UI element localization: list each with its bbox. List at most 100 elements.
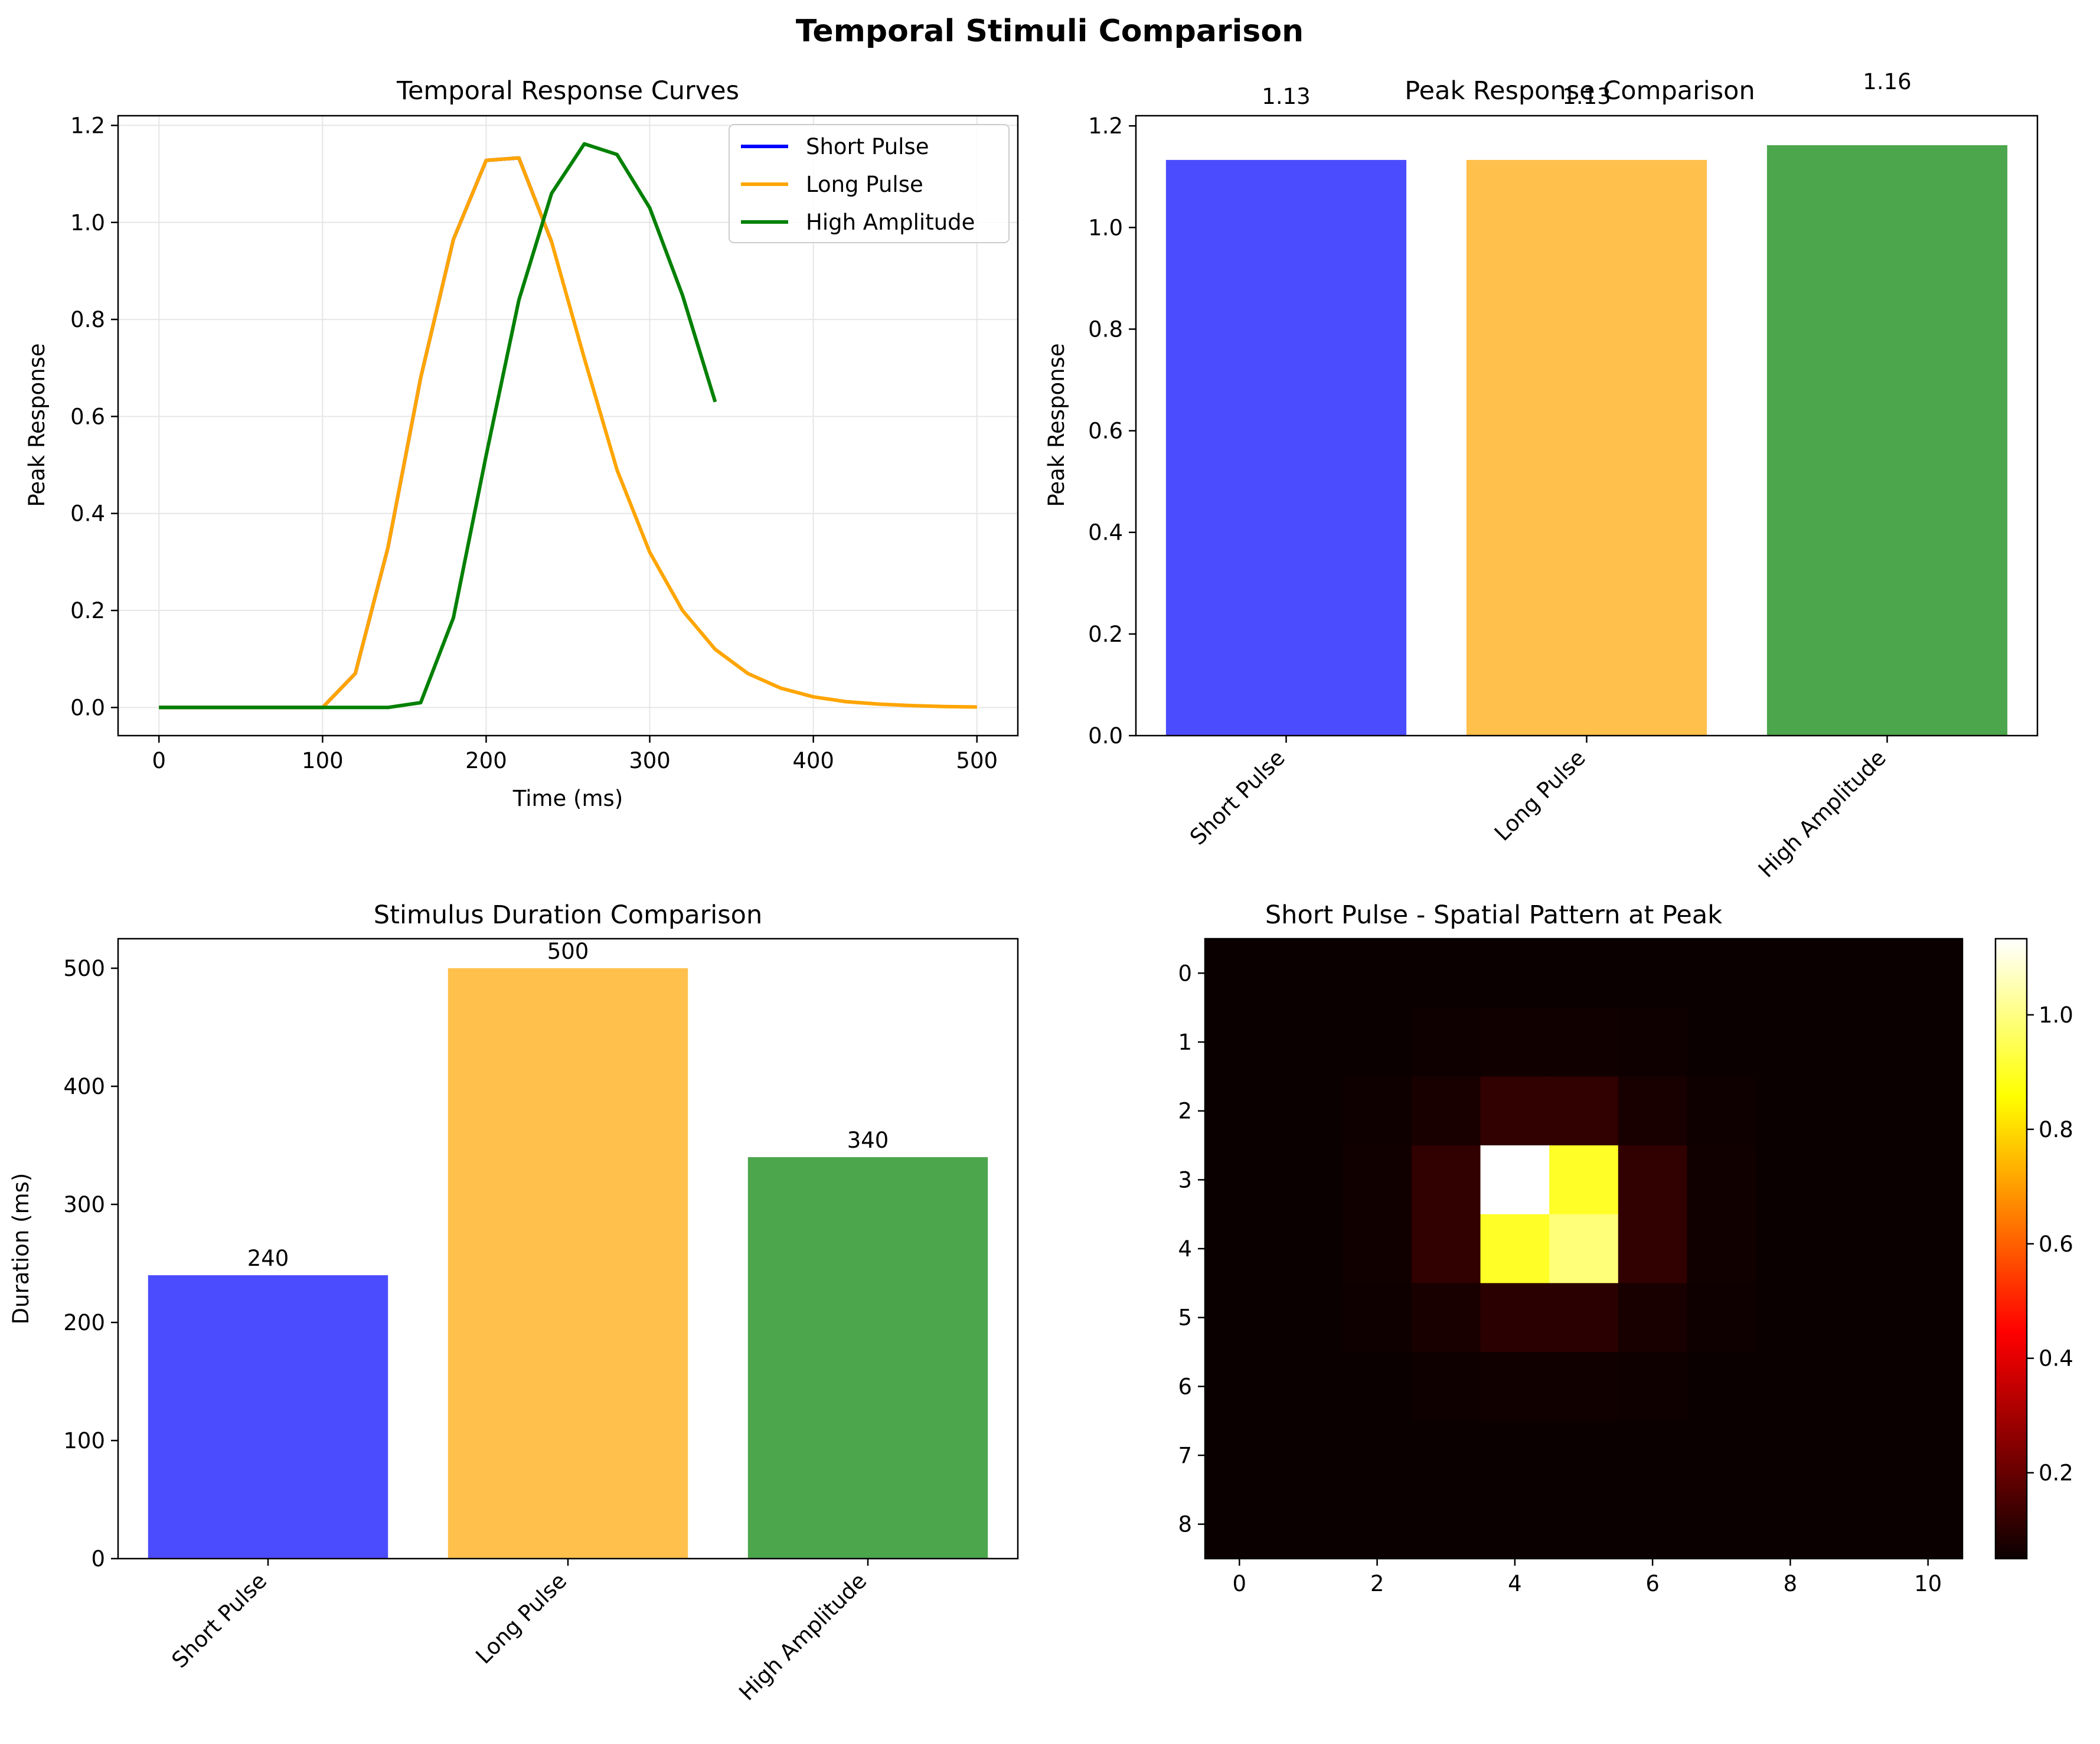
temporal-ylabel: Peak Response bbox=[24, 343, 50, 507]
peak-title: Peak Response Comparison bbox=[1405, 76, 1755, 106]
heatmap-cell bbox=[1480, 1145, 1550, 1215]
y-tick-label: 0.4 bbox=[1088, 520, 1123, 546]
heatmap-cell bbox=[1893, 1007, 1963, 1077]
heatmap-cell bbox=[1205, 1420, 1275, 1490]
y-tick-label: 0.6 bbox=[1088, 419, 1123, 444]
temporal-axes-frame bbox=[117, 115, 1019, 737]
heatmap-cell bbox=[1343, 1352, 1412, 1422]
heatmap-cell bbox=[1549, 1490, 1619, 1559]
colorbar-tick-label: 0.6 bbox=[2039, 1232, 2073, 1257]
legend-label-short: Short Pulse bbox=[806, 134, 929, 159]
bar-value-label: 1.13 bbox=[1262, 84, 1310, 109]
x-tick-label: 2 bbox=[1370, 1571, 1384, 1596]
y-tick-label: 0.0 bbox=[70, 695, 105, 720]
heatmap-cell bbox=[1549, 1145, 1619, 1215]
heatmap-cell bbox=[1687, 1076, 1756, 1146]
bar-short-pulse bbox=[148, 1275, 388, 1559]
heatmap-cell bbox=[1549, 939, 1619, 1008]
heatmap-cell bbox=[1687, 1283, 1756, 1353]
heatmap-cell bbox=[1343, 1214, 1412, 1283]
heatmap-cell bbox=[1205, 1076, 1275, 1146]
heatmap-cell bbox=[1756, 1490, 1825, 1559]
heatmap-cell bbox=[1824, 1145, 1894, 1215]
figure-title: Temporal Stimuli Comparison bbox=[796, 14, 1304, 49]
bar-high-amplitude bbox=[1766, 145, 2008, 736]
heatmap-cell bbox=[1687, 1420, 1756, 1490]
temporal-panel: Temporal Response Curves 0 100 200 300 400 50… bbox=[24, 76, 1019, 811]
x-tick-label: 8 bbox=[1784, 1571, 1798, 1596]
heatmap-cell bbox=[1618, 1283, 1688, 1353]
heatmap-cell bbox=[1205, 1490, 1275, 1559]
heatmap-cell bbox=[1480, 1214, 1550, 1283]
heatmap-cell bbox=[1756, 939, 1825, 1008]
x-tick-label: 200 bbox=[465, 748, 507, 773]
heatmap-cell bbox=[1549, 1214, 1619, 1283]
temporal-xlabel: Time (ms) bbox=[512, 786, 623, 811]
heatmap-ticks: 0 2 4 6 8 10 0 1 2 3 4 5 6 7 8 bbox=[1178, 961, 1942, 1596]
heatmap-cell bbox=[1205, 1283, 1275, 1353]
heatmap-cell bbox=[1343, 1076, 1412, 1146]
heatmap-cell bbox=[1411, 1145, 1481, 1215]
heatmap-cell bbox=[1687, 939, 1756, 1008]
heatmap-cell bbox=[1893, 1145, 1963, 1215]
heatmap-cell bbox=[1411, 939, 1481, 1008]
heatmap-cell bbox=[1824, 1007, 1894, 1077]
y-tick-label: 1.2 bbox=[1088, 113, 1123, 139]
bar-long-pulse bbox=[448, 968, 688, 1559]
heatmap-cell bbox=[1756, 1007, 1825, 1077]
heatmap-cell bbox=[1273, 939, 1343, 1008]
colorbar-tick-label: 0.8 bbox=[2039, 1117, 2073, 1142]
y-tick-label: 2 bbox=[1178, 1099, 1192, 1124]
heatmap-cell bbox=[1893, 1283, 1963, 1353]
y-tick-label: 8 bbox=[1178, 1512, 1192, 1537]
temporal-ticks: 0 100 200 300 400 500 0.0 0.2 0.4 0.6 0.8 1.0 1.2 bbox=[70, 113, 998, 773]
bar-long-pulse bbox=[1466, 159, 1707, 736]
heatmap-cell bbox=[1618, 1145, 1688, 1215]
y-tick-label: 7 bbox=[1178, 1443, 1192, 1468]
heatmap-cell bbox=[1893, 1420, 1963, 1490]
heatmap-cell bbox=[1756, 1352, 1825, 1422]
x-tick-label: 100 bbox=[302, 748, 344, 773]
x-tick-label: 6 bbox=[1645, 1571, 1660, 1596]
y-tick-label: 0 bbox=[1178, 961, 1192, 986]
peak-ylabel: Peak Response bbox=[1044, 343, 1069, 507]
bar-short-pulse bbox=[1165, 159, 1407, 736]
y-tick-label: 0.8 bbox=[70, 307, 105, 332]
heatmap-cell bbox=[1205, 1352, 1275, 1422]
colorbar-tick-label: 0.4 bbox=[2039, 1346, 2073, 1371]
heatmap-cell bbox=[1824, 1490, 1894, 1559]
x-tick-label: 400 bbox=[792, 748, 834, 773]
x-tick-label: 300 bbox=[629, 748, 671, 773]
category-label: High Amplitude bbox=[734, 1568, 871, 1706]
heatmap-cell bbox=[1480, 1490, 1550, 1559]
heatmap-cell bbox=[1893, 1214, 1963, 1283]
heatmap-cell bbox=[1411, 1076, 1481, 1146]
heatmap-cell bbox=[1273, 1490, 1343, 1559]
heatmap-cell bbox=[1205, 939, 1275, 1008]
heatmap-cell bbox=[1756, 1420, 1825, 1490]
heatmap-cell bbox=[1273, 1214, 1343, 1283]
y-tick-label: 1.0 bbox=[70, 210, 105, 236]
heatmap-cell bbox=[1343, 1490, 1412, 1559]
heatmap-cell bbox=[1273, 1145, 1343, 1215]
y-tick-label: 200 bbox=[63, 1310, 105, 1335]
heatmap-cell bbox=[1549, 1076, 1619, 1146]
y-tick-label: 0.6 bbox=[70, 404, 105, 429]
y-tick-label: 3 bbox=[1178, 1167, 1192, 1193]
x-tick-label: 0 bbox=[152, 748, 166, 773]
duration-panel: Stimulus Duration Comparison 240 500 340 S… bbox=[8, 900, 1019, 1706]
y-tick-label: 500 bbox=[63, 956, 105, 981]
heatmap-cell bbox=[1756, 1145, 1825, 1215]
category-label: High Amplitude bbox=[1753, 745, 1891, 883]
bar-value-label: 1.13 bbox=[1562, 84, 1611, 109]
legend-label-long: Long Pulse bbox=[806, 172, 923, 197]
colorbar-tick-label: 0.2 bbox=[2039, 1461, 2073, 1486]
y-tick-label: 0.4 bbox=[70, 501, 105, 527]
y-tick-label: 400 bbox=[63, 1074, 105, 1099]
heatmap-cell bbox=[1618, 1490, 1688, 1559]
duration-bars: 240 500 340 bbox=[148, 939, 988, 1559]
y-tick-label: 300 bbox=[63, 1192, 105, 1217]
heatmap-cell bbox=[1824, 1352, 1894, 1422]
heatmap-cell bbox=[1480, 1076, 1550, 1146]
heatmap-cell bbox=[1273, 1420, 1343, 1490]
